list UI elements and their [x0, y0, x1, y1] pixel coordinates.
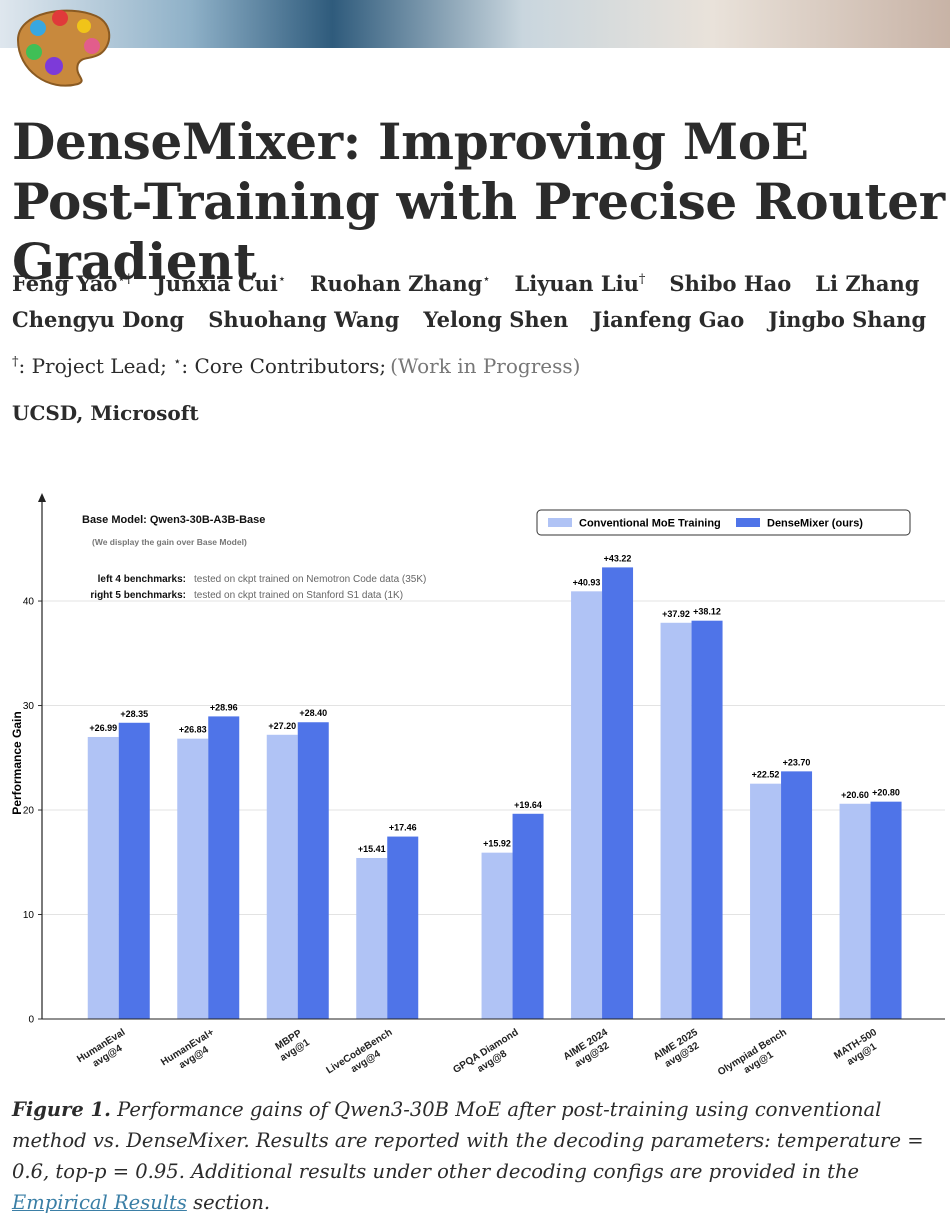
author: Li Zhang: [815, 271, 919, 296]
bar: [118, 722, 150, 1019]
value-label: +23.70: [783, 757, 811, 767]
author: Junxia Cui⋆: [156, 271, 286, 296]
author-name: Ruohan Zhang: [310, 271, 483, 296]
author: Ruohan Zhang⋆: [310, 271, 490, 296]
author-mark: ⋆: [277, 272, 286, 287]
bar: [660, 622, 692, 1019]
value-label: +17.46: [389, 823, 417, 833]
lead-mark: †: [12, 354, 19, 370]
bar: [208, 716, 240, 1019]
link[interactable]: Empirical Results: [12, 1191, 187, 1214]
author-name: Junxia Cui: [156, 271, 278, 296]
author: Liyuan Liu†: [514, 271, 645, 296]
affiliations: UCSD, Microsoft: [12, 401, 199, 425]
chart: 0 10 20 30 40 Performance Gain Base Model: Qwe…: [10, 493, 945, 1026]
value-label: +28.96: [210, 702, 238, 712]
value-label: +22.52: [752, 770, 780, 780]
value-label: +28.35: [120, 709, 148, 719]
bar: [387, 836, 419, 1019]
value-label: +38.12: [693, 607, 721, 617]
annotation: tested on ckpt trained on Stanford S1 da…: [194, 590, 403, 601]
caption-end: section.: [193, 1191, 271, 1214]
annotation: tested on ckpt trained on Nemotron Code …: [194, 574, 426, 585]
value-label: +43.22: [604, 553, 632, 563]
author-row: Feng Yao⋆† Junxia Cui⋆ Ruohan Zhang⋆ Liyuan…: [12, 271, 942, 296]
value-label: +28.40: [299, 708, 327, 718]
bar: [266, 734, 298, 1019]
caption: Figure 1. Performance gains of Qwen3-30B…: [12, 1094, 942, 1218]
bar: [481, 852, 513, 1019]
author: Chengyu Dong: [12, 307, 184, 332]
note: †: Project Lead; ⋆: Core Contributors; (W…: [12, 354, 580, 378]
bar: [839, 803, 871, 1019]
bar: [750, 783, 782, 1019]
author-mark: ⋆†: [117, 272, 132, 287]
value-label: +20.80: [872, 788, 900, 798]
author: Yelong Shen: [423, 307, 568, 332]
legend-swatch: [736, 518, 760, 527]
annotation: (We display the gain over Base Model): [92, 537, 247, 547]
author-name: Shuohang Wang: [208, 307, 400, 332]
y-tick-label: 40: [23, 597, 35, 608]
author-name: Feng Yao: [12, 271, 118, 296]
value-label: +37.92: [662, 609, 690, 619]
author: Jianfeng Gao: [592, 307, 744, 332]
y-axis-arrow: [38, 493, 46, 502]
caption-text: Performance gains of Qwen3-30B MoE after…: [12, 1098, 924, 1183]
bar: [781, 771, 813, 1019]
author-name: Shibo Hao: [669, 271, 792, 296]
annotation: right 5 benchmarks:: [90, 590, 186, 601]
author-mark: ⋆: [482, 272, 491, 287]
annotation: Base Model: Qwen3-30B-A3B-Base: [82, 514, 265, 526]
y-tick-label: 10: [23, 910, 35, 921]
bar: [512, 813, 544, 1019]
author: Jingbo Shang: [768, 307, 926, 332]
caption-label: Figure 1.: [12, 1098, 111, 1121]
author-name: Jianfeng Gao: [592, 307, 745, 332]
legend-label: Conventional MoE Training: [579, 518, 721, 530]
author-name: Jingbo Shang: [768, 307, 927, 332]
author-name: Liyuan Liu: [514, 271, 639, 296]
value-label: +15.41: [358, 844, 386, 854]
author-name: Li Zhang: [815, 271, 920, 296]
y-axis-label: Performance Gain: [10, 711, 24, 814]
bar: [297, 722, 329, 1019]
value-label: +26.83: [179, 725, 207, 735]
status: (Work in Progress): [390, 354, 581, 378]
legend-box: [536, 509, 911, 536]
author: Feng Yao⋆†: [12, 271, 132, 296]
y-tick-label: 0: [28, 1015, 34, 1026]
bar: [571, 591, 603, 1019]
author: Shuohang Wang: [208, 307, 399, 332]
value-label: +20.60: [841, 790, 869, 800]
author-name: Yelong Shen: [423, 307, 569, 332]
palette-icon: [16, 9, 111, 87]
value-label: +27.20: [268, 721, 296, 731]
core-text: : Core Contributors;: [181, 354, 387, 378]
core-mark: ⋆: [173, 354, 182, 370]
author-name: Chengyu Dong: [12, 307, 185, 332]
bar: [691, 620, 723, 1019]
value-label: +19.64: [514, 800, 542, 810]
value-label: +15.92: [483, 839, 511, 849]
lead-text: : Project Lead;: [18, 354, 167, 378]
value-label: +26.99: [89, 723, 117, 733]
bar: [870, 801, 902, 1019]
author-row: Chengyu Dong Shuohang Wang Yelong Shen Jian…: [12, 307, 942, 332]
bar: [356, 857, 388, 1019]
value-label: +40.93: [573, 577, 601, 587]
annotation: left 4 benchmarks:: [98, 574, 186, 585]
bar: [177, 738, 209, 1019]
bar: [602, 567, 634, 1019]
author: Shibo Hao: [669, 271, 791, 296]
legend-label: DenseMixer (ours): [767, 518, 863, 530]
y-tick-label: 30: [23, 701, 35, 712]
y-tick-label: 20: [23, 806, 35, 817]
author-mark: †: [638, 272, 646, 287]
bar: [87, 736, 119, 1019]
legend-swatch: [548, 518, 572, 527]
banner: [0, 0, 950, 48]
title: DenseMixer: Improving MoE Post-Training …: [12, 112, 945, 291]
